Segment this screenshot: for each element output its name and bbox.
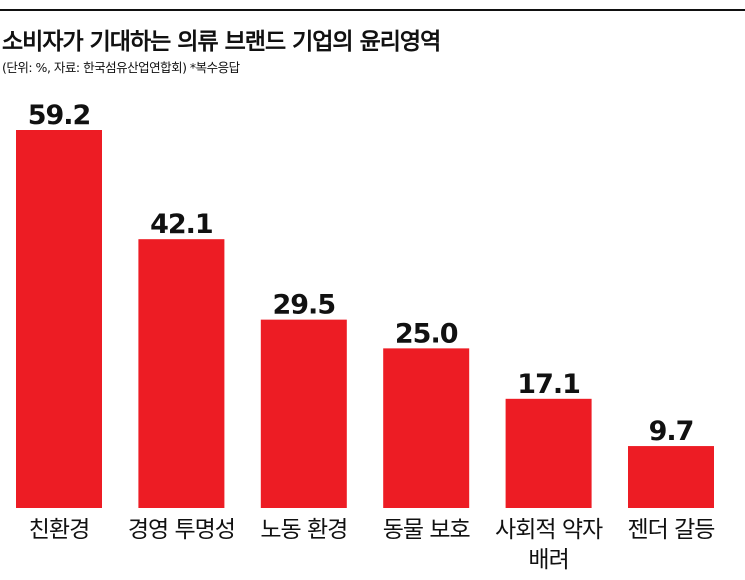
bar-1 <box>16 130 102 508</box>
bar-5 <box>505 398 592 508</box>
chart-title: 소비자가 기대하는 의류 브랜드 기업의 윤리영역 <box>2 29 441 55</box>
category-label-2: 경영 투명성 <box>128 517 235 543</box>
value-label-3: 29.5 <box>272 290 335 321</box>
value-label-6: 9.7 <box>649 416 694 447</box>
value-label-5: 17.1 <box>517 369 580 400</box>
top-rule <box>0 9 745 11</box>
chart-subtitle: (단위: %, 자료: 한국섬유산업연합회) *복수응답 <box>2 60 240 75</box>
value-label-2: 42.1 <box>150 209 213 240</box>
category-label-5-line-2: 배려 <box>528 547 568 573</box>
category-label-1: 친환경 <box>29 517 89 543</box>
bar-4 <box>383 348 470 508</box>
value-label-1: 59.2 <box>28 100 91 131</box>
category-label-5-line-1: 사회적 약자 <box>495 517 603 543</box>
bar-3 <box>260 319 347 508</box>
bar-6 <box>628 446 714 508</box>
bar-2 <box>138 239 225 509</box>
category-label-6: 젠더 갈등 <box>628 517 715 543</box>
value-label-4: 25.0 <box>395 318 458 349</box>
category-label-4: 동물 보호 <box>383 517 470 543</box>
category-label-3: 노동 환경 <box>260 517 347 543</box>
